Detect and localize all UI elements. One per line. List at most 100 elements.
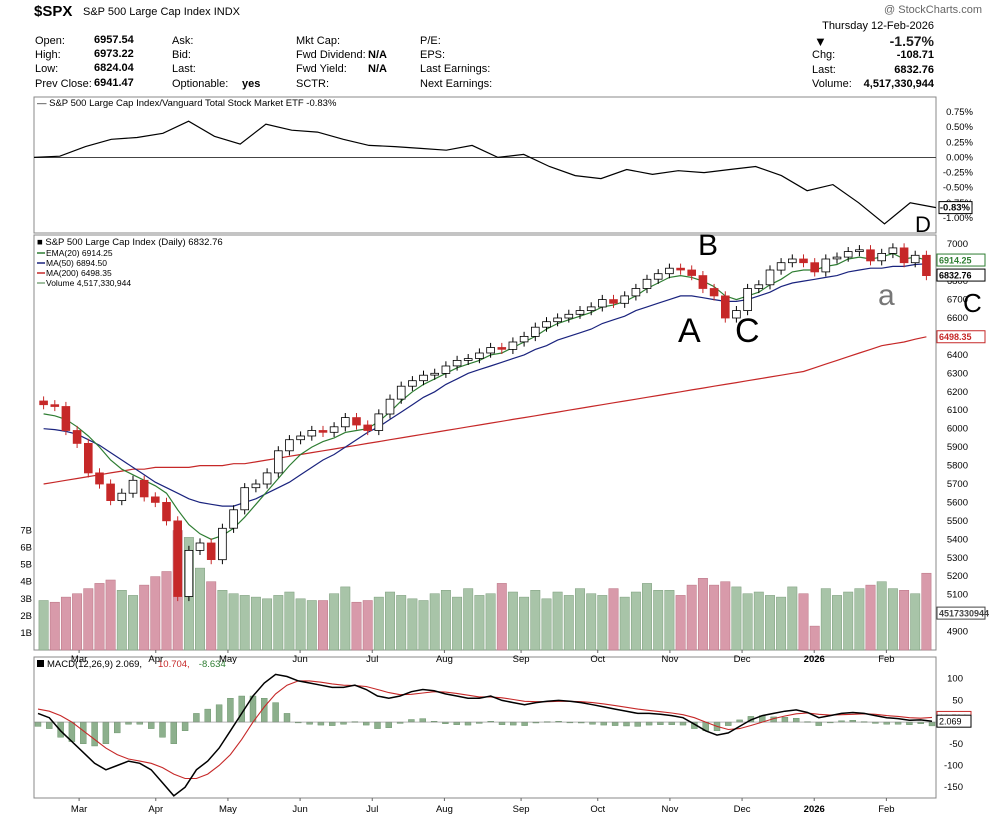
volume-bar (910, 593, 921, 651)
candle-body (620, 295, 629, 304)
price-tag-box (936, 268, 986, 282)
macd-histogram-bar (793, 718, 800, 723)
candle-body (732, 310, 741, 319)
volume-bar (38, 600, 49, 651)
macd-histogram-bar (34, 721, 42, 727)
volume-bar (575, 588, 585, 651)
volume-bar (854, 588, 865, 651)
macd-histogram-bar (170, 721, 178, 744)
month-label-top: Oct (590, 654, 605, 665)
month-label-top: May (219, 654, 237, 665)
volume-bar (507, 591, 518, 651)
price-tag-box (936, 606, 986, 620)
candle-body (676, 267, 685, 271)
annotation-c-small: C (963, 288, 982, 318)
exchange-label: INDX (213, 6, 240, 18)
volume-bar (318, 600, 328, 651)
candle-body (117, 492, 127, 502)
chg-value: -108.71 (896, 49, 934, 61)
macd-tick-label: 50 (952, 695, 963, 706)
mktcap-label: Mkt Cap: (296, 35, 341, 47)
optionable-value: yes (242, 78, 261, 90)
month-label-top: Jun (292, 654, 307, 665)
price-tick-label: 5300 (947, 553, 968, 564)
candle-body (799, 258, 808, 264)
price-panel: 7000690068006700660065006400630062006100… (20, 234, 989, 651)
annotation-c: C (735, 312, 760, 350)
volume-bar (731, 586, 742, 651)
price-tick-label: 5400 (947, 534, 968, 545)
volume-bar (485, 593, 496, 651)
candle-body (788, 258, 797, 264)
volume-bar (619, 596, 630, 651)
volume-bar (306, 600, 317, 651)
macd-histogram-bar (102, 721, 110, 744)
legend-label: EMA(20) 6914.25 (46, 248, 113, 258)
volume-value: 4,517,330,944 (863, 78, 934, 90)
macd-tick-label: -100 (944, 760, 963, 771)
last-earnings-label: Last Earnings: (420, 63, 491, 75)
volume-bar (206, 581, 217, 651)
index-fullname: S&P 500 Large Cap Index (83, 6, 211, 18)
candle-body (307, 430, 317, 437)
candle-body (910, 254, 920, 264)
volume-bar (105, 579, 116, 651)
candle-body (385, 398, 395, 415)
macd-histogram-bar (147, 721, 155, 729)
volume-bar (60, 596, 71, 651)
candle-body (776, 262, 786, 271)
macd-histogram-bar (498, 721, 506, 725)
candle-body (631, 288, 641, 297)
macd-histogram-bar (634, 721, 641, 727)
price-tick-label: 5700 (947, 479, 968, 490)
candle-body (262, 472, 272, 485)
macd-histogram-bar (521, 721, 528, 726)
macd-histogram-bar (125, 721, 132, 725)
candle-body (843, 251, 853, 258)
candle-body (653, 273, 663, 280)
volume-bar (250, 596, 261, 651)
annotation-a: A (678, 312, 701, 350)
macd-tick-label: -50 (949, 739, 963, 750)
candle-body (206, 542, 216, 561)
volume-bar (753, 591, 764, 651)
annotation-b: B (698, 229, 718, 262)
fwd-dividend-label: Fwd Dividend: (296, 49, 366, 61)
volume-tick-label: 5B (20, 560, 32, 571)
volume-bar (429, 593, 440, 651)
volume-tick-label: 2B (20, 611, 32, 622)
macd-histogram-bar (419, 718, 426, 723)
candle-body (531, 326, 540, 337)
fwd-dividend-value: N/A (368, 49, 387, 61)
rel-title: — S&P 500 Large Cap Index/Vanguard Total… (37, 98, 337, 109)
month-label-bottom: Aug (436, 804, 453, 815)
macd-histogram-bar (657, 721, 664, 725)
volume-bar (273, 595, 284, 651)
rel-series-line (33, 120, 937, 225)
chg-label: Chg: (812, 49, 836, 61)
candle-body (598, 299, 607, 308)
macd-histogram-bar (227, 698, 234, 723)
volume-bar (116, 590, 127, 651)
date-axis: Mar Mar Apr Apr May May Jun Jun Jul Jul Aug Aug Sep S… (71, 650, 895, 815)
candle-body (184, 550, 194, 597)
volume-bar (876, 581, 887, 651)
price-title: ■ S&P 500 Large Cap Index (Daily) 6832.7… (37, 237, 223, 248)
prev-close-value: 6941.47 (94, 77, 134, 89)
candle-body (150, 496, 160, 503)
volume-bar (921, 572, 932, 651)
macd-histogram-bar (204, 708, 211, 723)
index-name: S&P 500 Large Cap Index INDX (83, 6, 240, 18)
candle-body (441, 365, 451, 374)
month-label-bottom: Jul (366, 804, 378, 815)
volume-bar (217, 590, 228, 651)
candle-body (128, 479, 138, 494)
watermark: @ StockCharts.com (884, 4, 982, 16)
rel-tick-label: -0.25% (943, 168, 974, 179)
volume-bar (284, 591, 295, 651)
candle-body (218, 527, 227, 561)
volume-bar (664, 590, 675, 651)
volume-bar (385, 591, 395, 651)
price-tick-label: 6000 (947, 424, 968, 435)
